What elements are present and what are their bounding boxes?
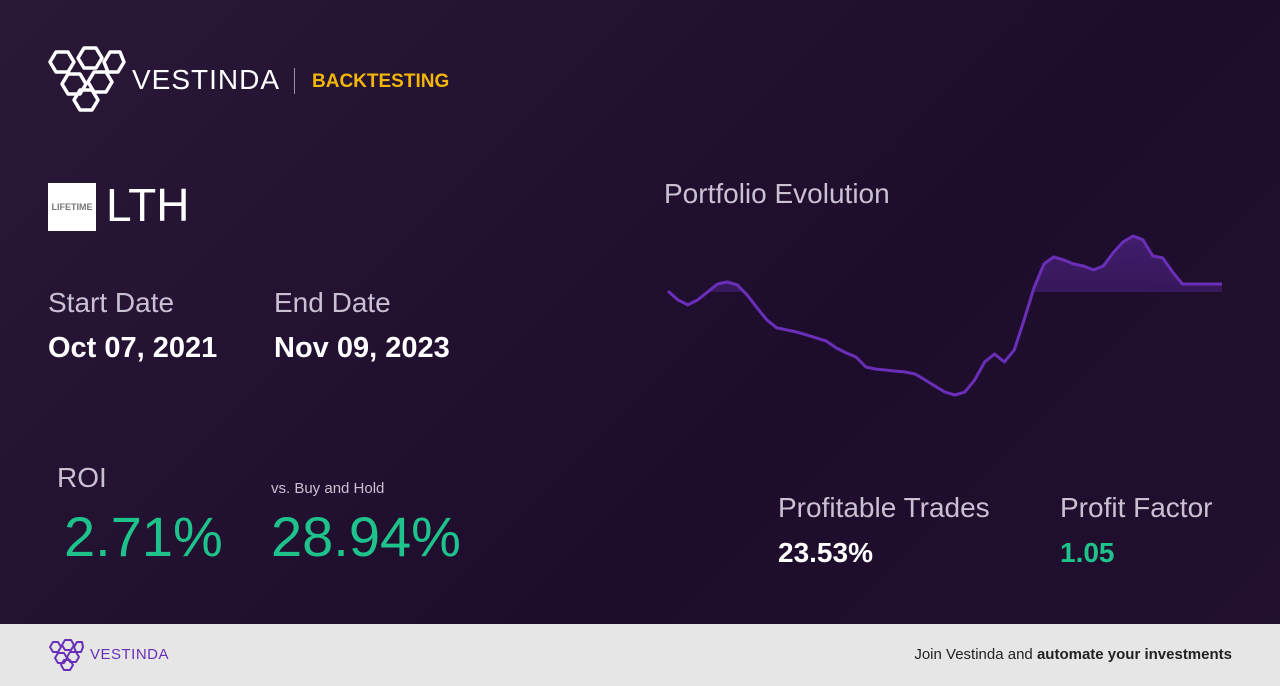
- profitable-label: Profitable Trades: [778, 492, 990, 523]
- ticker-logo: LIFETIME: [48, 183, 96, 231]
- chart-title: Portfolio Evolution: [664, 178, 890, 209]
- footer-logo: [49, 639, 84, 671]
- portfolio-line: [667, 234, 1222, 397]
- brand-name: VESTINDA: [132, 64, 281, 95]
- footer: VESTINDA Join Vestinda and automate your…: [0, 624, 1280, 686]
- factor-label: Profit Factor: [1060, 492, 1213, 523]
- end-date: Nov 09, 2023: [274, 332, 450, 364]
- start-date: Oct 07, 2021: [48, 332, 218, 364]
- buy-hold-label: vs. Buy and Hold: [271, 480, 385, 497]
- footer-brand: VESTINDA: [90, 646, 170, 663]
- divider: [294, 68, 295, 94]
- portfolio-chart: [667, 234, 1222, 397]
- roi-value: 2.71%: [64, 505, 223, 568]
- area-above-start: [668, 236, 1222, 292]
- cta-text: Join Vestinda and: [914, 646, 1037, 663]
- brand-logo: [48, 46, 126, 112]
- roi-label: ROI: [57, 462, 107, 493]
- factor-value: 1.05: [1060, 537, 1115, 568]
- footer-cta: Join Vestinda and automate your investme…: [914, 646, 1232, 663]
- buy-hold-value: 28.94%: [271, 505, 461, 568]
- ticker-symbol: LTH: [106, 179, 190, 231]
- end-label: End Date: [274, 287, 391, 318]
- cta-bold[interactable]: automate your investments: [1036, 646, 1232, 663]
- section-label: BACKTESTING: [312, 71, 450, 92]
- profitable-value: 23.53%: [778, 537, 873, 568]
- start-label: Start Date: [48, 287, 175, 318]
